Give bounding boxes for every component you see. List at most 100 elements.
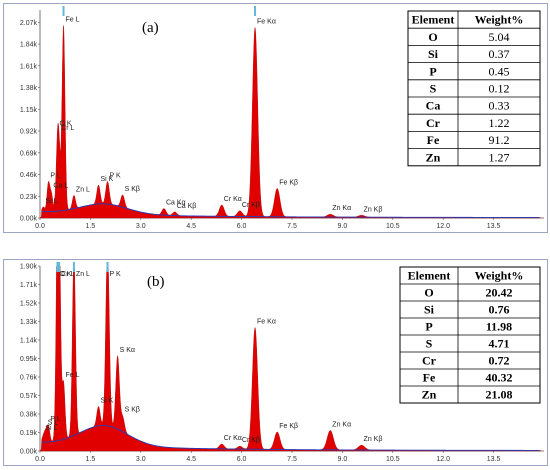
x-tick-label: 6.0: [237, 456, 247, 463]
peak-label: Fe Kα: [257, 319, 276, 326]
y-tick-label: 1.14k: [20, 338, 38, 345]
peak-label: Si K: [100, 176, 113, 183]
y-tick-label: 1.52k: [20, 301, 38, 308]
peak-label: Zn Kα: [332, 421, 351, 428]
y-tick-label: 0.69k: [20, 150, 38, 157]
peak-label: Cr Kα: [224, 196, 242, 203]
y-tick-label: 0.76k: [20, 375, 38, 382]
x-tick-label: 1.5: [86, 456, 96, 463]
peak-label: Fe Kβ: [279, 179, 298, 186]
eds-spectrum-chart-a: 0.0 1.5 3.0 4.5 6.0 7.5 9.0 10.5 12.0 13.5 0.00k 0.…: [20, 6, 544, 230]
table-cell-weight: 0.72: [489, 354, 510, 368]
peak-label: Cr Kβ: [242, 437, 260, 444]
peak-label: Cr L: [61, 271, 74, 278]
peak-label: Ca L: [53, 183, 68, 190]
table-cell-element: O: [428, 30, 437, 44]
peak-label: Si L: [45, 198, 57, 205]
x-tick-label: 6.0: [237, 223, 247, 230]
peak-label: Cr Kβ: [242, 202, 260, 209]
table-cell-weight: 0.37: [489, 47, 510, 61]
y-tick-label: 0.38k: [20, 412, 38, 419]
table-cell-element: P: [425, 320, 432, 334]
table-cell-weight: 91.2: [489, 133, 510, 147]
peak-label: O K: [59, 271, 71, 278]
peak-label: Zn L: [76, 271, 90, 278]
eds-spectrum-panel-a: 0.0 1.5 3.0 4.5 6.0 7.5 9.0 10.5 12.0 13.5 0.00k 0.…: [3, 3, 548, 233]
table-cell-weight: 5.04: [489, 30, 510, 44]
table-header-weight: Weight%: [475, 269, 524, 283]
y-tick-label: 0.00k: [20, 449, 38, 456]
x-tick-label: 4.5: [186, 456, 196, 463]
table-cell-element: S: [426, 337, 433, 351]
peak-label: S Kα: [120, 347, 135, 354]
peak-label: Fe L: [66, 372, 80, 379]
table-cell-weight: 4.71: [489, 337, 510, 351]
table-cell-weight: 0.33: [489, 99, 510, 113]
table-cell-element: Si: [428, 47, 439, 61]
composition-table: Element Weight% O 5.04 Si 0.37 P 0.45 S 0.12 Ca 0.3…: [407, 10, 541, 167]
table-header-element: Element: [412, 13, 455, 27]
table-cell-element: S: [430, 82, 437, 96]
peak-label: Zn Kβ: [364, 436, 383, 443]
peak-label: P L: [50, 172, 60, 179]
y-tick-label: 0.92k: [20, 129, 38, 136]
table-cell-element: Cr: [422, 354, 437, 368]
table-cell-element: P: [429, 64, 436, 78]
peak-label: Fe Kα: [257, 19, 276, 26]
peak-label: Fe L: [66, 17, 80, 24]
y-tick-label: 1.84k: [20, 42, 38, 49]
table-cell-weight: 21.08: [486, 388, 513, 402]
y-tick-label: 0.95k: [20, 356, 38, 363]
table-cell-element: Cr: [426, 116, 441, 130]
y-tick-label: 0.19k: [20, 430, 38, 437]
table-cell-weight: 40.32: [486, 371, 513, 385]
peak-label: Zn Kβ: [364, 206, 383, 213]
y-tick-label: 1.61k: [20, 63, 38, 70]
x-tick-label: 0.0: [35, 223, 45, 230]
table-border: [407, 10, 541, 167]
table-cell-element: Fe: [423, 371, 436, 385]
x-tick-label: 12.0: [436, 456, 450, 463]
x-tick-label: 9.0: [338, 223, 348, 230]
background-fit-line: [41, 203, 539, 218]
y-tick-label: 1.33k: [20, 319, 38, 326]
panel-label: (b): [147, 274, 165, 290]
y-tick-label: 0.46k: [20, 172, 38, 179]
x-tick-label: 7.5: [287, 456, 297, 463]
y-tick-label: 2.07k: [20, 20, 38, 27]
table-cell-weight: 0.12: [489, 82, 510, 96]
peak-label: Cr L: [61, 125, 74, 132]
table-cell-weight: 1.22: [489, 116, 510, 130]
table-cell-weight: 0.45: [489, 64, 510, 78]
x-tick-label: 10.5: [386, 223, 400, 230]
peak-label: P K: [110, 271, 121, 278]
x-tick-label: 0.0: [35, 456, 45, 463]
y-tick-label: 0.57k: [20, 393, 38, 400]
table-header-weight: Weight%: [475, 13, 524, 27]
panel-label: (a): [142, 20, 159, 36]
table-cell-element: Ca: [426, 99, 441, 113]
peak-label: O K: [59, 121, 71, 128]
peak-label: Si K: [100, 397, 113, 404]
table-cell-weight: 11.98: [486, 320, 512, 334]
x-tick-label: 1.5: [86, 223, 96, 230]
x-tick-label: 12.0: [436, 223, 450, 230]
peak-label: Ca Kβ: [177, 203, 197, 210]
peak-label: S Kβ: [125, 186, 140, 193]
x-tick-label: 13.5: [487, 456, 501, 463]
table-cell-element: Si: [424, 303, 435, 317]
x-tick-label: 3.0: [136, 456, 146, 463]
background-fit-line: [41, 425, 539, 451]
peak-label: Si L: [45, 425, 57, 432]
table-cell-weight: 1.27: [489, 150, 510, 164]
peak-label: Zn L: [76, 186, 90, 193]
x-tick-label: 7.5: [287, 223, 297, 230]
x-tick-label: 13.5: [487, 223, 501, 230]
table-cell-weight: 20.42: [486, 286, 513, 300]
peak-label: Zn Kα: [332, 205, 351, 212]
table-cell-element: Zn: [426, 150, 441, 164]
peak-label: P L: [50, 416, 60, 423]
x-tick-label: 4.5: [186, 223, 196, 230]
table-cell-element: Zn: [422, 388, 437, 402]
table-header-element: Element: [408, 269, 451, 283]
